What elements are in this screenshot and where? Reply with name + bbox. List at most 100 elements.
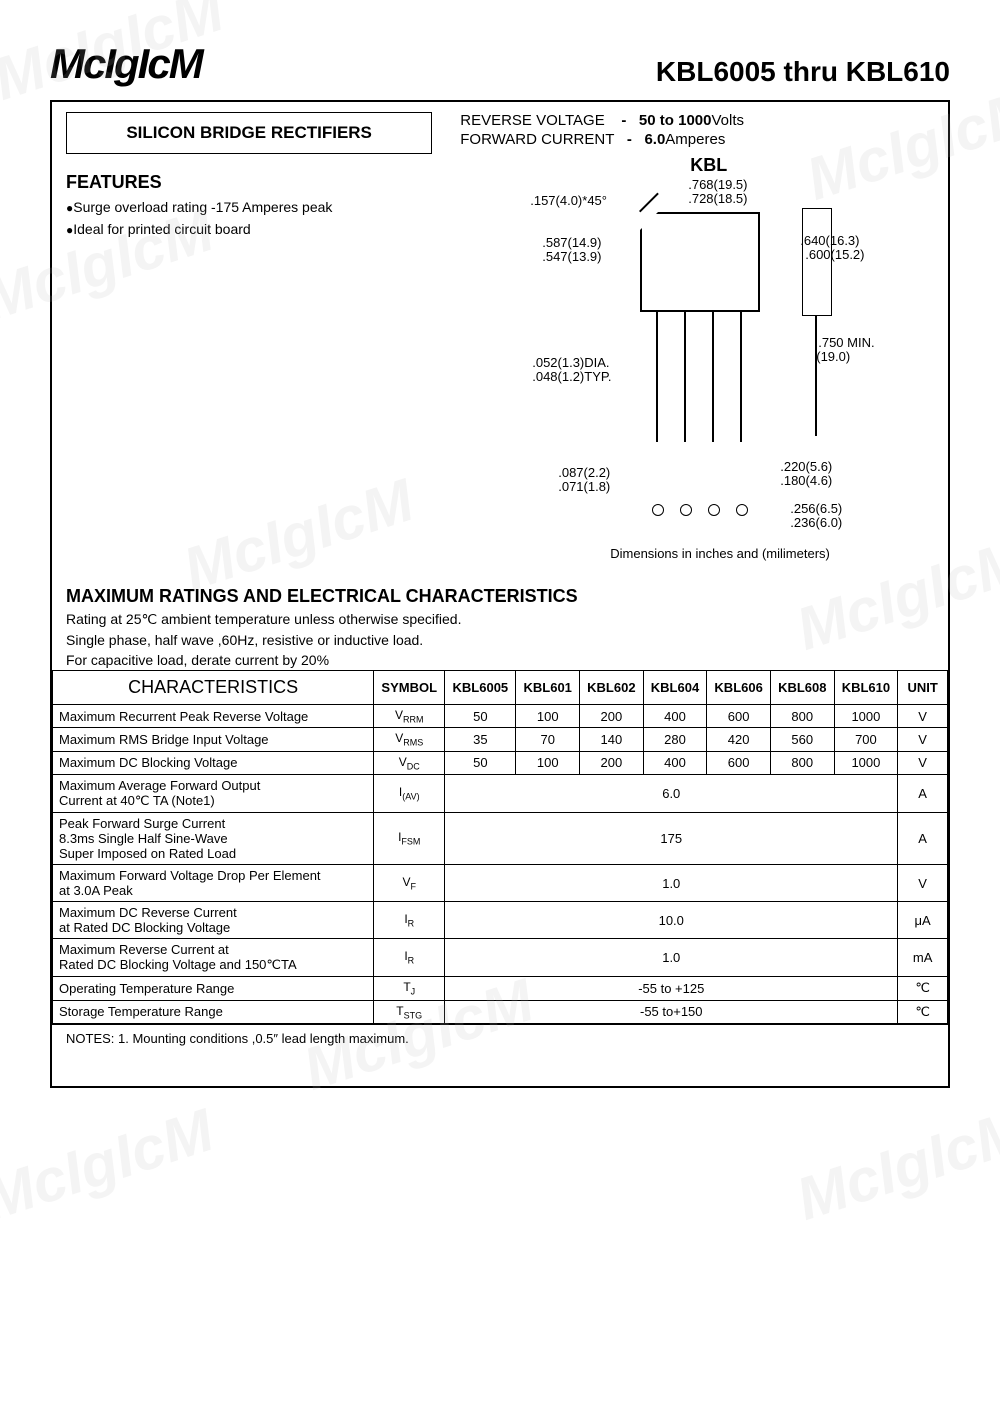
table-row: Maximum Forward Voltage Drop Per Element… xyxy=(53,865,948,902)
char-cell: Maximum Forward Voltage Drop Per Element… xyxy=(53,865,374,902)
symbol-cell: TSTG xyxy=(374,1000,445,1023)
value-cell: 600 xyxy=(707,705,771,728)
forward-current-spec: FORWARD CURRENT - 6.0Amperes xyxy=(460,131,934,148)
dim-top-w2: .728(18.5) xyxy=(688,192,747,206)
pkg-lead xyxy=(740,312,742,442)
value-cell: 420 xyxy=(707,728,771,751)
pkg-pad-circle xyxy=(708,504,720,516)
feature-text: Surge overload rating -175 Amperes peak xyxy=(73,199,332,215)
value-cell: 35 xyxy=(445,728,516,751)
rv-unit: Volts xyxy=(711,112,744,129)
pkg-lead xyxy=(656,312,658,442)
char-cell: Maximum Average Forward OutputCurrent at… xyxy=(53,775,374,813)
dimensions-caption: Dimensions in inches and (milimeters) xyxy=(610,546,830,561)
unit-cell: mA xyxy=(898,939,948,977)
symbol-cell: TJ xyxy=(374,977,445,1000)
unit-cell: V xyxy=(898,705,948,728)
value-cell: -55 to +125 xyxy=(445,977,898,1000)
feature-text: Ideal for printed circuit board xyxy=(73,221,250,237)
reverse-voltage-spec: REVERSE VOLTAGE - 50 to 1000Volts xyxy=(460,112,934,129)
dim-pitch2: .071(1.8) xyxy=(558,480,610,494)
col-characteristics: CHARACTERISTICS xyxy=(53,671,374,705)
symbol-cell: IR xyxy=(374,939,445,977)
symbol-cell: VRRM xyxy=(374,705,445,728)
dim-span2: .180(4.6) xyxy=(780,474,832,488)
char-cell: Operating Temperature Range xyxy=(53,977,374,1000)
characteristics-table: CHARACTERISTICS SYMBOL KBL6005 KBL601 KB… xyxy=(52,670,948,1024)
symbol-cell: VDC xyxy=(374,751,445,774)
value-cell: 50 xyxy=(445,705,516,728)
value-cell: 560 xyxy=(770,728,834,751)
value-cell: 175 xyxy=(445,813,898,865)
fc-val: 6.0 xyxy=(644,131,665,148)
dim-body-h2: .547(13.9) xyxy=(542,250,601,264)
watermark: McIgIcM xyxy=(788,1095,1000,1234)
table-row: Maximum RMS Bridge Input VoltageVRMS3570… xyxy=(53,728,948,751)
rv-range: 50 to 1000 xyxy=(639,112,712,129)
feature-item: ●Surge overload rating -175 Amperes peak xyxy=(66,199,432,215)
col-part: KBL602 xyxy=(580,671,644,705)
char-cell: Maximum DC Reverse Currentat Rated DC Bl… xyxy=(53,902,374,939)
col-part: KBL606 xyxy=(707,671,771,705)
unit-cell: ℃ xyxy=(898,1000,948,1023)
value-cell: 1.0 xyxy=(445,939,898,977)
ratings-note: Single phase, half wave ,60Hz, resistive… xyxy=(52,630,948,650)
col-part: KBL604 xyxy=(643,671,707,705)
char-cell: Maximum Recurrent Peak Reverse Voltage xyxy=(53,705,374,728)
char-cell: Maximum Reverse Current atRated DC Block… xyxy=(53,939,374,977)
pkg-pad-circle xyxy=(652,504,664,516)
features-header: FEATURES xyxy=(66,172,432,193)
footnote: NOTES: 1. Mounting conditions ,0.5″ lead… xyxy=(52,1024,948,1086)
top-right-column: REVERSE VOLTAGE - 50 to 1000Volts FORWAR… xyxy=(446,102,948,582)
main-content-box: SILICON BRIDGE RECTIFIERS FEATURES ●Surg… xyxy=(50,100,950,1088)
fc-unit: Amperes xyxy=(665,131,725,148)
rv-label: REVERSE VOLTAGE xyxy=(460,112,605,129)
value-cell: 6.0 xyxy=(445,775,898,813)
value-cell: 100 xyxy=(516,705,580,728)
value-cell: 100 xyxy=(516,751,580,774)
value-cell: 1.0 xyxy=(445,865,898,902)
char-cell: Maximum DC Blocking Voltage xyxy=(53,751,374,774)
ratings-note: For capacitive load, derate current by 2… xyxy=(52,650,948,670)
symbol-cell: IFSM xyxy=(374,813,445,865)
table-row: Maximum Average Forward OutputCurrent at… xyxy=(53,775,948,813)
col-part: KBL6005 xyxy=(445,671,516,705)
symbol-cell: IR xyxy=(374,902,445,939)
dim-offset2: .236(6.0) xyxy=(790,516,842,530)
value-cell: 10.0 xyxy=(445,902,898,939)
col-symbol: SYMBOL xyxy=(374,671,445,705)
dim-lead-len-mm: (19.0) xyxy=(816,350,850,364)
table-header-row: CHARACTERISTICS SYMBOL KBL6005 KBL601 KB… xyxy=(53,671,948,705)
value-cell: 280 xyxy=(643,728,707,751)
unit-cell: V xyxy=(898,865,948,902)
unit-cell: ℃ xyxy=(898,977,948,1000)
value-cell: -55 to+150 xyxy=(445,1000,898,1023)
value-cell: 200 xyxy=(580,751,644,774)
unit-cell: μA xyxy=(898,902,948,939)
table-row: Maximum DC Reverse Currentat Rated DC Bl… xyxy=(53,902,948,939)
rv-dash: - xyxy=(621,112,626,129)
unit-cell: A xyxy=(898,775,948,813)
pkg-lead xyxy=(712,312,714,442)
col-part: KBL608 xyxy=(770,671,834,705)
subtitle-box: SILICON BRIDGE RECTIFIERS xyxy=(66,112,432,154)
value-cell: 1000 xyxy=(834,751,898,774)
table-row: Maximum DC Blocking VoltageVDC5010020040… xyxy=(53,751,948,774)
symbol-cell: VRMS xyxy=(374,728,445,751)
value-cell: 800 xyxy=(770,705,834,728)
unit-cell: A xyxy=(898,813,948,865)
fc-label: FORWARD CURRENT xyxy=(460,131,614,148)
pkg-side-lead xyxy=(815,316,817,436)
table-row: Peak Forward Surge Current8.3ms Single H… xyxy=(53,813,948,865)
pkg-pad-circle xyxy=(736,504,748,516)
pkg-lead xyxy=(684,312,686,442)
value-cell: 70 xyxy=(516,728,580,751)
ratings-note: Rating at 25℃ ambient temperature unless… xyxy=(52,609,948,630)
value-cell: 400 xyxy=(643,751,707,774)
symbol-cell: VF xyxy=(374,865,445,902)
char-cell: Peak Forward Surge Current8.3ms Single H… xyxy=(53,813,374,865)
ratings-header: MAXIMUM RATINGS AND ELECTRICAL CHARACTER… xyxy=(52,582,948,609)
table-row: Operating Temperature RangeTJ-55 to +125… xyxy=(53,977,948,1000)
col-part: KBL610 xyxy=(834,671,898,705)
dim-chamfer: .157(4.0)*45° xyxy=(530,194,607,208)
